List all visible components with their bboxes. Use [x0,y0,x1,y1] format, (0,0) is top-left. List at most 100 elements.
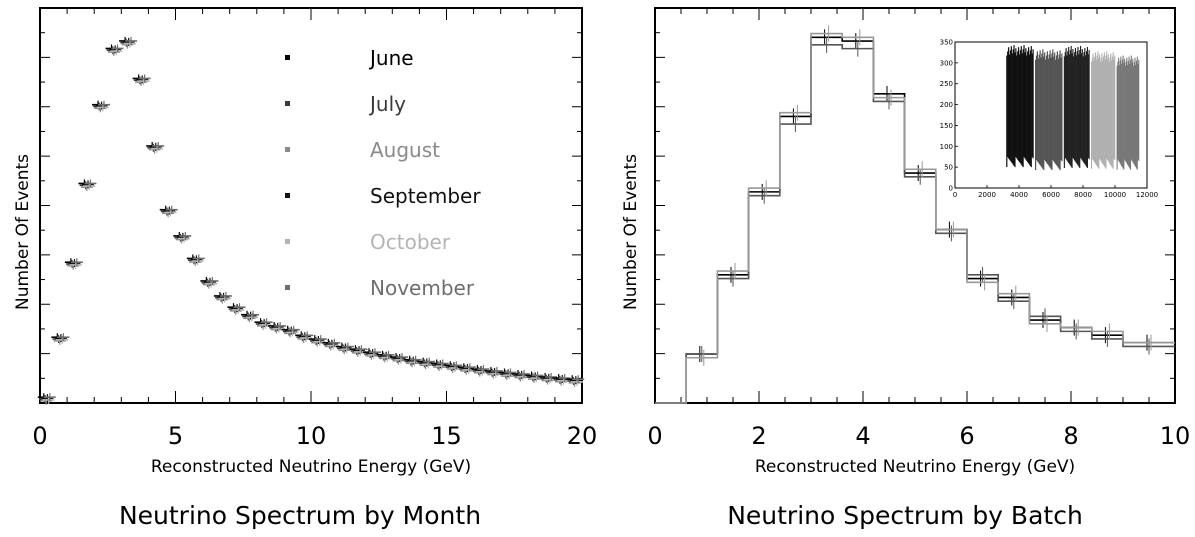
batch-caption: Neutrino Spectrum by Batch [727,501,1083,530]
data-point [165,205,178,214]
data-point [206,276,219,285]
inset-x-tick-label: 6000 [1042,191,1060,199]
data-point [43,393,56,402]
inset-plot: 0 50 100 150 200 250 300 350 0 2000 4000 6000 8000 10… [940,39,1159,200]
data-point [366,349,379,358]
data-point [54,334,67,343]
inset-y-tick-label: 0 [949,185,953,193]
data-point [258,319,271,328]
data-point [97,100,110,109]
data-point [136,75,149,84]
data-point [434,360,447,369]
month-data-points [37,36,585,405]
data-point [409,355,422,364]
data-point [271,322,284,331]
x-tick-label: 15 [431,422,462,450]
batch-x-tick-labels: 0 2 4 6 8 10 [647,422,1190,450]
data-point [423,357,436,366]
x-tick-label: 10 [1160,422,1191,450]
batch-x-axis-label: Reconstructed Neutrino Energy (GeV) [755,457,1075,477]
data-point [125,36,138,45]
data-point [420,358,433,367]
data-point [111,44,124,53]
data-point [518,369,531,378]
inset-y-tick-label: 50 [944,164,953,172]
inset-x-tick-label: 8000 [1074,191,1092,199]
month-legend: June July August September October November [285,46,481,300]
data-point [355,345,368,354]
data-point [325,339,338,348]
data-point [450,361,463,370]
data-point [176,232,189,241]
data-point [298,332,311,341]
data-point [569,376,582,385]
data-point [219,291,232,300]
x-tick-label: 8 [1063,422,1078,450]
x-tick-label: 0 [32,422,47,450]
data-point [339,343,352,352]
data-point [545,372,558,381]
inset-band [1091,51,1116,169]
data-point [287,325,300,334]
data-point [285,326,298,335]
data-point [504,368,517,377]
legend-entry: October [370,230,451,254]
batch-histograms [655,25,1175,404]
inset-y-tick-label: 300 [940,59,953,67]
month-caption: Neutrino Spectrum by Month [119,501,481,530]
inset-y-tick-label: 250 [940,80,953,88]
legend-marker [285,101,290,106]
data-point [380,351,393,360]
inset-band [1116,55,1140,170]
data-point [368,348,381,357]
inset-band [1063,45,1090,168]
data-point [353,346,366,355]
month-spectrum-panel: June July August September October November 0… [13,7,597,530]
data-point [314,335,327,344]
data-point [41,394,54,403]
month-x-axis-label: Reconstructed Neutrino Energy (GeV) [151,457,471,477]
month-y-axis-label: Number Of Events [13,154,33,310]
inset-band [1035,49,1063,171]
data-point [244,311,257,320]
data-point [341,342,354,351]
data-point [179,231,192,240]
data-point [301,331,314,340]
batch-plot-ticks [654,7,1176,404]
data-point [396,353,409,362]
inset-x-tick-label: 2000 [978,191,996,199]
legend-entry: November [370,276,475,300]
inset-x-tick-label: 12000 [1136,191,1158,199]
data-point [95,101,108,110]
legend-marker [285,147,290,152]
inset-x-tick-label: 10000 [1104,191,1126,199]
legend-marker [285,193,290,198]
data-point [192,254,205,263]
x-tick-label: 4 [855,422,870,450]
x-tick-label: 5 [168,422,183,450]
data-point [447,362,460,371]
legend-entry: September [370,184,481,208]
legend-entry: June [368,46,414,70]
data-point [233,303,246,312]
inset-y-tick-label: 350 [940,39,953,47]
x-tick-label: 10 [296,422,327,450]
inset-y-tick-label: 200 [940,101,953,109]
month-x-tick-labels: 0 5 10 15 20 [32,422,597,450]
data-point [407,356,420,365]
inset-x-tick-label: 0 [953,191,957,199]
data-point [231,304,244,313]
data-point [217,292,230,301]
data-point [247,310,260,319]
month-plot-frame [39,7,583,404]
x-tick-label: 6 [959,422,974,450]
data-point [463,363,476,372]
data-point [436,359,449,368]
inset-x-tick-label: 4000 [1010,191,1028,199]
data-point [82,180,95,189]
data-point [490,366,503,375]
data-point [70,258,83,267]
data-point [393,353,406,362]
data-point [474,365,487,374]
x-tick-label: 0 [647,422,662,450]
